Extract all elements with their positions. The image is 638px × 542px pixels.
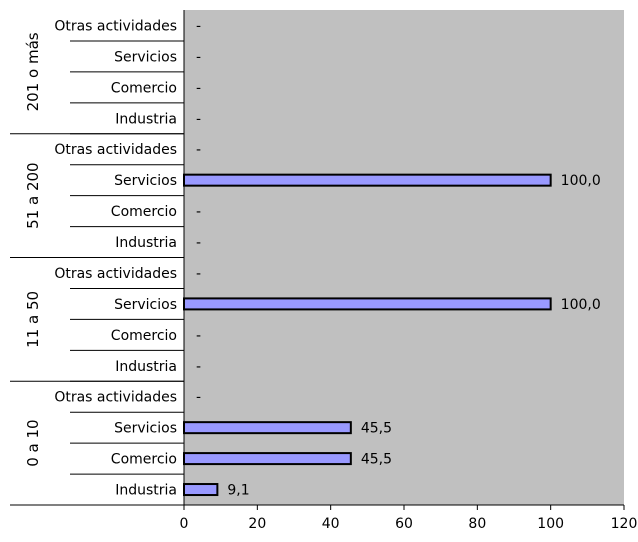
category-label: Comercio bbox=[111, 80, 177, 96]
data-label: - bbox=[196, 359, 201, 375]
x-tick-label: 60 bbox=[395, 516, 413, 532]
category-label: Comercio bbox=[111, 452, 177, 468]
group-label: 51 a 200 bbox=[24, 162, 42, 228]
bar bbox=[183, 483, 219, 497]
data-label: - bbox=[196, 266, 201, 282]
category-label: Comercio bbox=[111, 328, 177, 344]
group-label: 201 o más bbox=[24, 32, 42, 111]
x-tick-label: 0 bbox=[180, 516, 189, 532]
data-label: 100,0 bbox=[561, 173, 601, 189]
data-label: - bbox=[196, 18, 201, 34]
category-label: Servicios bbox=[114, 49, 177, 65]
group-label: 11 a 50 bbox=[24, 291, 42, 348]
x-tick-label: 20 bbox=[248, 516, 266, 532]
data-label: - bbox=[196, 111, 201, 127]
category-label: Otras actividades bbox=[54, 18, 177, 34]
category-label: Otras actividades bbox=[54, 266, 177, 282]
data-label: 9,1 bbox=[227, 483, 249, 499]
category-label: Servicios bbox=[114, 421, 177, 437]
x-tick-label: 40 bbox=[322, 516, 340, 532]
category-label: Servicios bbox=[114, 173, 177, 189]
bar bbox=[183, 173, 552, 187]
bar bbox=[183, 297, 552, 311]
x-tick-label: 80 bbox=[468, 516, 486, 532]
category-label: Industria bbox=[115, 111, 177, 127]
data-label: - bbox=[196, 142, 201, 158]
data-label: - bbox=[196, 328, 201, 344]
data-label: 100,0 bbox=[561, 297, 601, 313]
data-label: - bbox=[196, 80, 201, 96]
bar bbox=[183, 421, 352, 435]
group-label: 0 a 10 bbox=[24, 419, 42, 466]
data-label: - bbox=[196, 49, 201, 65]
bar bbox=[183, 452, 352, 466]
data-label: - bbox=[196, 204, 201, 220]
category-label: Otras actividades bbox=[54, 142, 177, 158]
category-label: Comercio bbox=[111, 204, 177, 220]
x-tick-label: 120 bbox=[611, 516, 638, 532]
category-label: Servicios bbox=[114, 297, 177, 313]
data-label: - bbox=[196, 390, 201, 406]
category-label: Industria bbox=[115, 483, 177, 499]
data-label: 45,5 bbox=[361, 421, 392, 437]
category-label: Industria bbox=[115, 359, 177, 375]
x-tick-label: 100 bbox=[537, 516, 564, 532]
data-label: 45,5 bbox=[361, 452, 392, 468]
category-label: Industria bbox=[115, 235, 177, 251]
category-label: Otras actividades bbox=[54, 390, 177, 406]
data-label: - bbox=[196, 235, 201, 251]
